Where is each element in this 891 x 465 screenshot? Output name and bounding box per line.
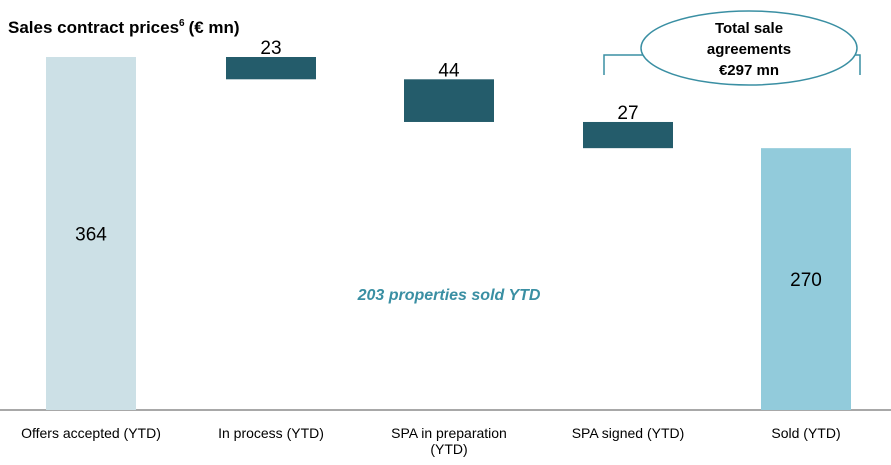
- bar: [46, 57, 136, 410]
- callout-bubble: [640, 10, 858, 86]
- value-label: 364: [75, 225, 107, 246]
- title-unit: (€ mn): [189, 18, 240, 37]
- value-label: 44: [438, 60, 460, 81]
- x-tick-label: SPA signed (YTD): [571, 425, 685, 441]
- bar: [761, 148, 851, 410]
- bar: [404, 79, 494, 122]
- title-text: Sales contract prices: [8, 18, 179, 37]
- x-tick-label: Sold (YTD): [771, 425, 841, 441]
- callout-text: agreements: [707, 41, 791, 58]
- bar: [226, 57, 316, 80]
- x-tick-label: SPA in preparation (YTD): [391, 425, 507, 457]
- value-label: 27: [617, 103, 638, 124]
- value-label: 270: [790, 270, 822, 291]
- callout-text: Total sale: [715, 20, 783, 37]
- x-tick-label: In process (YTD): [218, 425, 324, 441]
- annotation: 203 properties sold YTD: [357, 287, 541, 304]
- x-tick-label: Offers accepted (YTD): [21, 425, 161, 441]
- title-superscript: 6: [179, 18, 185, 29]
- callout-text: €297 mn: [719, 62, 779, 79]
- value-label: 23: [260, 38, 281, 59]
- chart-title: Sales contract prices6 (€ mn): [8, 18, 240, 37]
- bar: [583, 121, 673, 149]
